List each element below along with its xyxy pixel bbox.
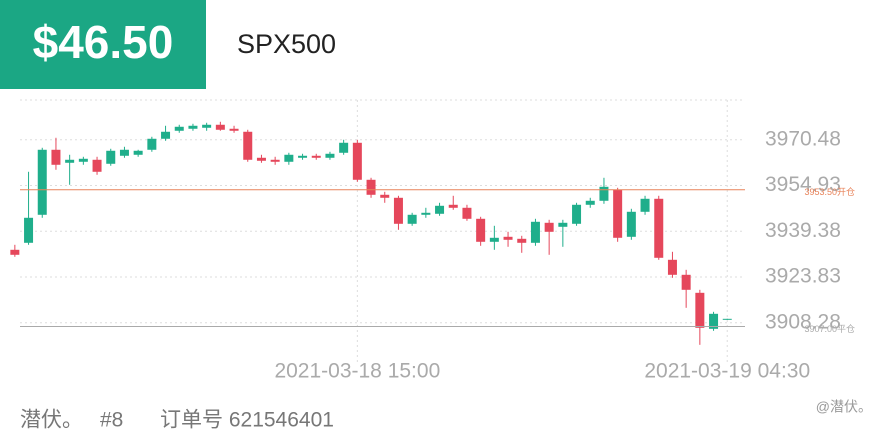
candle-body (174, 126, 184, 131)
candle-body (24, 217, 34, 243)
candle-body (462, 207, 472, 219)
user: 潜伏。 (20, 409, 83, 432)
candle-body (544, 222, 554, 232)
y-tick-label: 3970.48 (765, 127, 841, 150)
candle-body (476, 218, 486, 242)
candle-body (188, 125, 198, 129)
candle-body (311, 155, 321, 158)
order: 订单号 621546401 (160, 409, 334, 432)
y-tick-label: 3923.83 (765, 265, 841, 288)
candle-body (106, 150, 116, 164)
candle-body (421, 212, 431, 215)
price-badge (0, 0, 206, 89)
candle-body (352, 142, 362, 180)
candle-body (380, 194, 390, 198)
candle-body (256, 157, 266, 161)
candle-body (161, 131, 171, 139)
candle-body (517, 238, 527, 243)
candle-body (339, 142, 349, 153)
candle-body (640, 198, 650, 212)
price: $46.50 (33, 16, 174, 68)
candle-body (681, 274, 691, 290)
candle-body (243, 131, 253, 160)
y-tick-label: 3954.93 (765, 173, 841, 196)
candle-body (530, 221, 540, 243)
candle-body (722, 318, 732, 320)
candle-body (325, 153, 335, 158)
candle-body (393, 197, 403, 224)
candle-body (709, 313, 719, 329)
y-tick-label: 3908.28 (765, 310, 841, 333)
candle-body (585, 200, 595, 205)
candle-body (284, 154, 294, 162)
candle-body (119, 149, 129, 156)
candle-body (37, 149, 47, 215)
candle-body (558, 222, 568, 227)
candle-body (613, 189, 623, 238)
candle-body (667, 259, 677, 275)
candle-body (10, 249, 20, 255)
candle-body (599, 186, 609, 201)
candle-body (448, 204, 458, 208)
candle-body (133, 150, 143, 155)
candle-body (298, 155, 308, 158)
candle-body (51, 149, 61, 165)
candle-body (78, 158, 88, 162)
candle-body (435, 205, 445, 214)
candle-body (366, 179, 376, 195)
candle-body (695, 292, 705, 328)
x-tick-label: 2021-03-19 04:30 (644, 360, 810, 383)
candle-body (215, 124, 225, 130)
rank: #8 (100, 409, 123, 432)
symbol: SPX500 (237, 29, 336, 59)
candle-body (202, 124, 212, 128)
y-tick-label: 3939.38 (765, 219, 841, 242)
reference-label: 3907.00平仓 (804, 323, 855, 334)
candle-body (626, 211, 636, 237)
candle-body (503, 236, 513, 240)
candle-body (489, 237, 499, 242)
candle-body (270, 159, 280, 162)
watermark: @潜伏。 (816, 399, 872, 415)
candle-body (65, 159, 75, 163)
candle-body (654, 198, 664, 258)
reference-label: 3953.50开仓 (804, 186, 855, 197)
candle-body (92, 159, 102, 172)
candle-body (229, 128, 239, 131)
candle-body (147, 138, 157, 150)
candle-body (407, 214, 417, 224)
candle-body (572, 204, 582, 224)
x-tick-label: 2021-03-18 15:00 (274, 360, 440, 383)
